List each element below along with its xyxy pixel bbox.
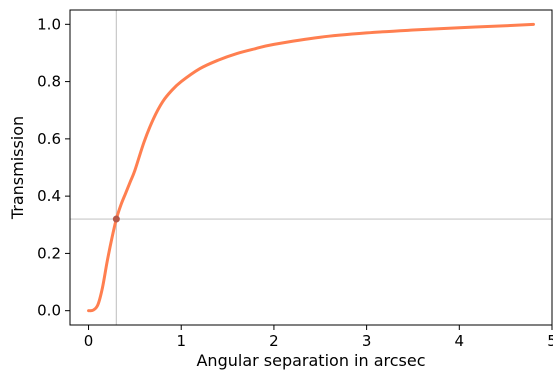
y-tick-label: 0.2 xyxy=(37,244,61,262)
x-tick-label: 4 xyxy=(455,332,465,350)
transmission-curve xyxy=(87,22,535,313)
y-tick-label: 0.4 xyxy=(37,187,61,205)
x-tick-label: 5 xyxy=(547,332,553,350)
marker-group xyxy=(112,215,120,223)
x-tick-label: 1 xyxy=(176,332,186,350)
intersection-marker xyxy=(112,215,120,223)
x-axis-ticks: 0 1 2 3 4 5 xyxy=(84,325,553,350)
y-axis-label: Transmission xyxy=(8,116,27,220)
x-tick-label: 3 xyxy=(362,332,372,350)
reference-lines xyxy=(70,10,552,325)
y-tick-label: 0.6 xyxy=(37,130,61,148)
plot-frame xyxy=(69,9,553,326)
x-tick-label: 2 xyxy=(269,332,279,350)
series-group xyxy=(87,22,535,313)
x-tick-label: 0 xyxy=(84,332,94,350)
y-tick-label: 0.8 xyxy=(37,73,61,91)
y-tick-label: 1.0 xyxy=(37,15,61,33)
y-tick-label: 0.0 xyxy=(37,302,61,320)
y-axis-ticks: 0.0 0.2 0.4 0.6 0.8 1.0 xyxy=(37,15,70,320)
x-axis-label: Angular separation in arcsec xyxy=(196,351,425,370)
